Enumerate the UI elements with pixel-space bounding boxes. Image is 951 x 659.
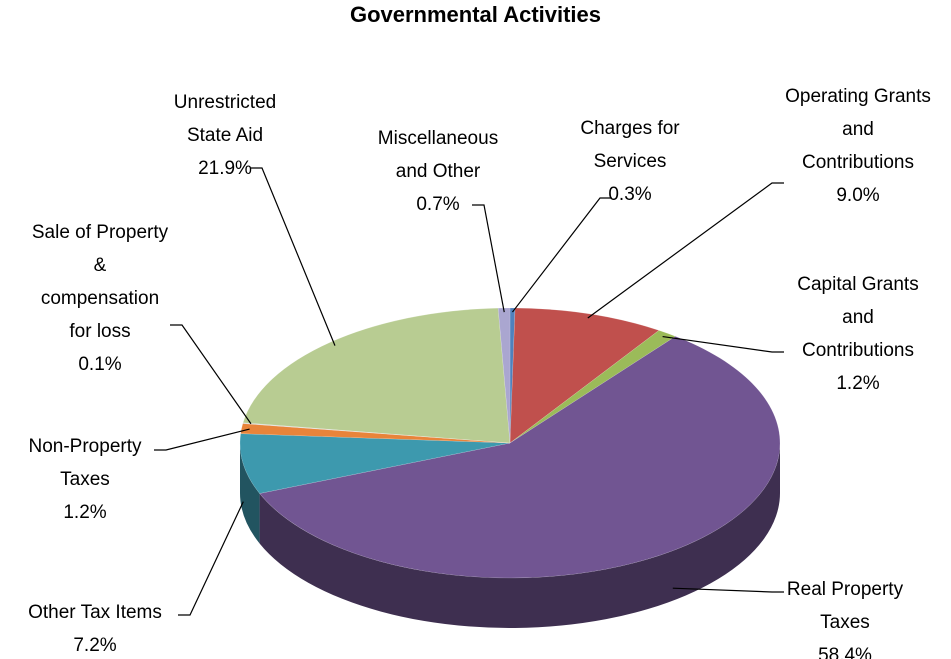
leader-line [250,167,336,346]
data-label: Other Tax Items 7.2% [0,596,190,659]
pie-side [240,443,260,544]
value-label: 0.1% [78,354,122,375]
data-label: Operating Grants and Contributions 9.0% [763,80,951,212]
value-label: 0.7% [416,194,460,215]
category-label: Unrestricted State Aid [173,92,277,146]
value-label: 58.4% [818,645,872,659]
category-label: Capital Grants and Contributions [797,274,919,361]
category-label: Sale of Property & compensation for loss [31,222,169,342]
data-label: Non-Property Taxes 1.2% [0,430,170,529]
data-label: Miscellaneous and Other 0.7% [358,122,518,221]
pie-slice [239,433,511,494]
leader-line [511,197,612,313]
category-label: Non-Property Taxes [28,436,142,490]
value-label: 7.2% [73,635,117,656]
pie-slice [259,336,781,579]
leader-line [662,335,784,353]
value-label: 21.9% [198,158,252,179]
leader-line [587,182,784,319]
chart-title: Governmental Activities [349,2,602,27]
data-label: Charges for Services 0.3% [550,112,710,211]
category-label: Miscellaneous and Other [377,128,499,182]
pie-slice [509,330,677,444]
leader-line [170,324,252,425]
data-label: Capital Grants and Contributions 1.2% [763,268,951,400]
category-label: Charges for Services [580,118,680,172]
category-label: Operating Grants and Contributions [785,86,931,173]
pie-slice [242,422,511,444]
data-label: Real Property Taxes 58.4% [765,573,925,659]
leader-line [178,501,244,616]
pie-side [259,443,780,628]
data-label: Unrestricted State Aid 21.9% [145,86,305,185]
pie-slice [242,307,511,444]
category-label: Real Property Taxes [786,579,904,633]
leader-line [154,428,250,451]
value-label: 9.0% [836,185,880,206]
leader-line [672,587,784,593]
value-label: 0.3% [608,184,652,205]
value-label: 1.2% [836,373,880,394]
pie-slice [509,307,660,444]
value-label: 1.2% [63,502,107,523]
leader-line [472,204,505,313]
category-label: Other Tax Items [28,602,162,623]
pie-slice [240,423,511,444]
data-label: Sale of Property & compensation for loss… [0,216,200,381]
